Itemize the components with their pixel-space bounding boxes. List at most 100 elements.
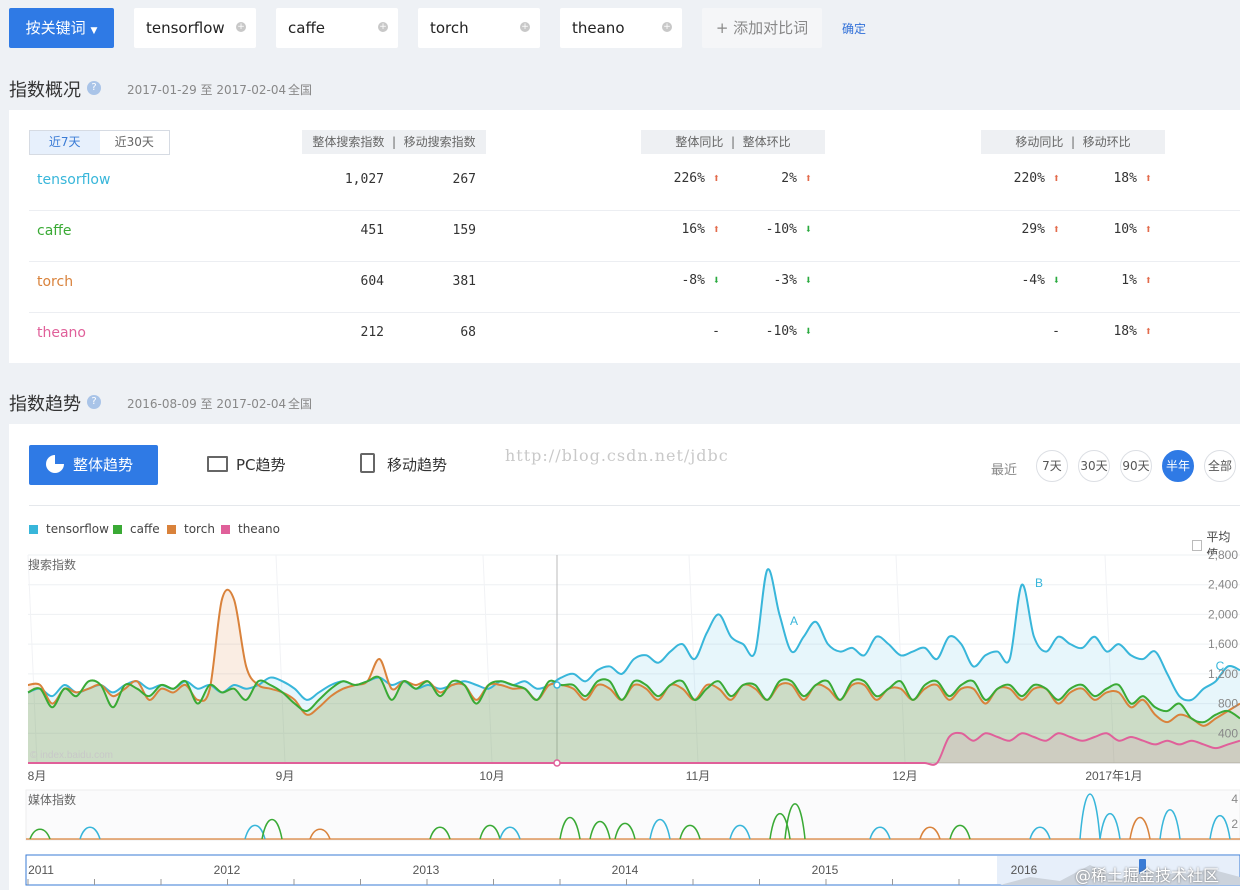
navigator-year-label: 2014: [612, 863, 639, 877]
divider: [29, 505, 1240, 506]
cell-total-yoy: 16% ⬆: [681, 222, 720, 237]
keyword-input-theano[interactable]: theano +: [560, 8, 682, 48]
cell-mobile-index: 267: [452, 172, 476, 187]
annotation-b: B: [1035, 576, 1043, 590]
cell-mobile-index: 159: [452, 223, 476, 238]
arrow-down-icon: ⬇: [712, 273, 720, 287]
y-tick-label: 800: [1218, 697, 1238, 711]
cell-mobile-yoy: 29% ⬆: [1021, 222, 1060, 237]
col-head-search: 整体搜索指数 | 移动搜索指数: [302, 130, 486, 154]
row-keyword-caffe[interactable]: caffe: [37, 223, 72, 239]
monitor-icon: [207, 456, 228, 472]
media-peak: [949, 824, 971, 840]
arrow-up-icon: ⬆: [804, 171, 812, 185]
media-peak: [29, 828, 51, 840]
media-peak: [614, 822, 636, 840]
remove-icon[interactable]: +: [520, 22, 530, 32]
media-peak: [429, 826, 451, 840]
x-tick-label: 12月: [892, 769, 917, 783]
trend-title: 指数趋势: [9, 394, 81, 415]
keyword-input-torch[interactable]: torch +: [418, 8, 540, 48]
tab-mobile-trend[interactable]: 移动趋势: [360, 445, 447, 485]
keyword-input-tensorflow[interactable]: tensorflow +: [134, 8, 256, 48]
cell-total-mom: 2% ⬆: [781, 171, 812, 186]
legend-swatch: [221, 524, 230, 534]
media-peak: [1029, 826, 1051, 840]
gridline: [275, 554, 286, 764]
series-area-caffe: [28, 676, 1240, 763]
range-all[interactable]: 全部: [1204, 450, 1236, 482]
range-30-days[interactable]: 30天: [1078, 450, 1110, 482]
legend-item-caffe[interactable]: caffe: [113, 522, 160, 536]
overview-region: 全国: [288, 83, 313, 97]
period-toggle: 近7天 近30天: [29, 130, 170, 155]
help-icon[interactable]: ?: [87, 81, 101, 95]
media-peak: [679, 824, 701, 840]
cell-total-yoy: -8% ⬇: [681, 273, 720, 288]
row-divider: [29, 210, 1240, 211]
media-peak: [784, 803, 806, 840]
tab-overall-trend[interactable]: 整体趋势: [29, 445, 158, 485]
cell-mobile-yoy: -: [1052, 324, 1060, 339]
confirm-link[interactable]: 确定: [842, 22, 867, 36]
media-tick-label: 4: [1231, 792, 1238, 806]
legend-item-theano[interactable]: theano: [221, 522, 280, 536]
series-area-theano: [28, 732, 1240, 765]
media-peak: [1079, 793, 1101, 840]
range-7-days[interactable]: 7天: [1036, 450, 1068, 482]
cell-total-mom: -10% ⬇: [765, 324, 812, 339]
navigator-year-label: 2012: [214, 863, 241, 877]
legend-swatch: [113, 524, 122, 534]
remove-icon[interactable]: +: [236, 22, 246, 32]
y-tick-label: 1,200: [1208, 667, 1238, 681]
row-keyword-theano[interactable]: theano: [37, 325, 86, 341]
media-label: 媒体指数: [28, 792, 76, 807]
col-head-total-change: 整体同比 | 整体环比: [641, 130, 825, 154]
cell-total-index: 212: [360, 325, 384, 340]
mobile-icon: [360, 453, 375, 473]
keyword-input-caffe[interactable]: caffe +: [276, 8, 398, 48]
media-peak: [1209, 815, 1231, 840]
navigator-year-label: 2015: [812, 863, 839, 877]
series-line-tensorflow: [27, 568, 1240, 702]
navigator-year-label: 2016: [1011, 863, 1038, 877]
cell-mobile-yoy: 220% ⬆: [1013, 171, 1060, 186]
legend-item-tensorflow[interactable]: tensorflow: [29, 522, 109, 536]
navigator-sparkline: [1000, 865, 1240, 885]
annotation-a: A: [790, 614, 798, 628]
annotation-c: C: [1216, 659, 1225, 673]
row-keyword-torch[interactable]: torch: [37, 274, 74, 290]
x-tick-label: 2017年1月: [1085, 769, 1142, 783]
checkbox-icon[interactable]: [1192, 539, 1203, 551]
row-keyword-tensorflow[interactable]: tensorflow: [37, 172, 111, 188]
overview-date-range: 2017-01-29 至 2017-02-04: [127, 83, 287, 97]
legend-item-torch[interactable]: torch: [167, 522, 215, 536]
arrow-down-icon: ⬇: [804, 273, 812, 287]
media-peak: [479, 824, 501, 840]
help-icon[interactable]: ?: [87, 395, 101, 409]
x-tick-label: 9月: [276, 769, 295, 783]
media-peak: [1129, 817, 1151, 840]
trend-date-range: 2016-08-09 至 2017-02-04: [127, 397, 287, 411]
y-tick-label: 2,800: [1208, 548, 1238, 562]
add-compare-button[interactable]: + 添加对比词: [702, 8, 822, 48]
footer-watermark: @稀土掘金技术社区: [1075, 866, 1220, 885]
cell-mobile-mom: 18% ⬆: [1113, 171, 1152, 186]
blog-watermark: http://blog.csdn.net/jdbc: [505, 446, 729, 465]
arrow-up-icon: ⬆: [1144, 171, 1152, 185]
remove-icon[interactable]: +: [662, 22, 672, 32]
tab-pc-trend[interactable]: PC趋势: [207, 445, 286, 485]
tab-30-days[interactable]: 近30天: [114, 135, 154, 149]
row-divider: [29, 312, 1240, 313]
arrow-up-icon: ⬆: [1052, 222, 1060, 236]
remove-icon[interactable]: +: [378, 22, 388, 32]
keyword-mode-button[interactable]: 按关键词 ▼: [9, 8, 114, 48]
x-tick-label: 10月: [479, 769, 504, 783]
tab-7-days[interactable]: 近7天: [30, 131, 100, 154]
range-90-days[interactable]: 90天: [1120, 450, 1152, 482]
media-peak: [499, 826, 521, 840]
legend-swatch: [167, 524, 176, 534]
range-half-year[interactable]: 半年: [1162, 450, 1194, 482]
media-tick-label: 2: [1231, 817, 1238, 831]
gridline: [482, 554, 493, 764]
